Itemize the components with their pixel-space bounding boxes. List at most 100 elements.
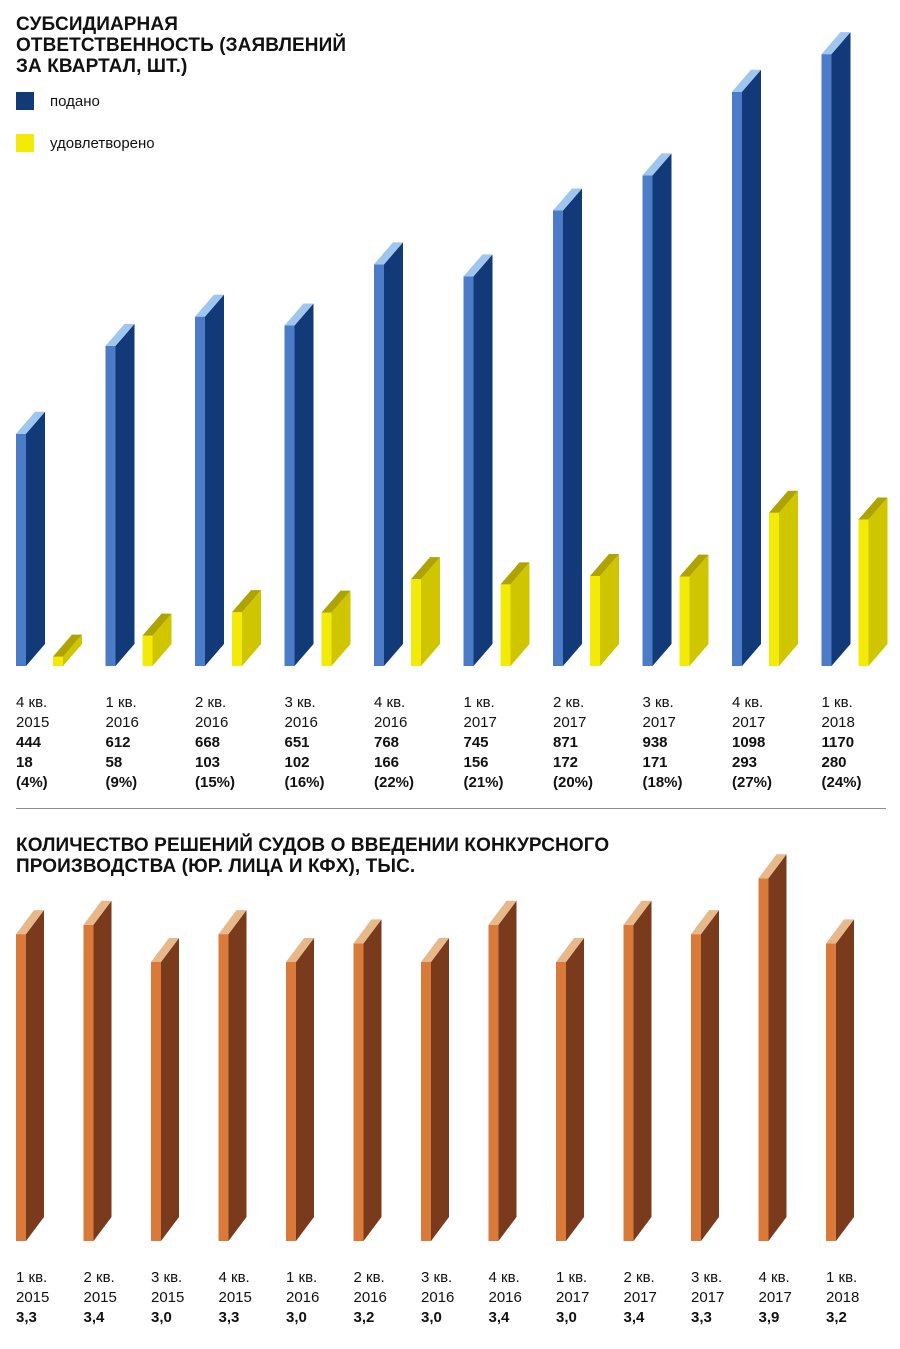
chart1-title-line: СУБСИДИАРНАЯ bbox=[16, 14, 178, 35]
bar-satisfied bbox=[53, 634, 82, 666]
bar-submitted-side bbox=[652, 153, 672, 666]
data-label-submitted: 612 bbox=[105, 734, 131, 751]
bar-satisfied-side bbox=[779, 490, 798, 666]
bar-court-decisions-front bbox=[421, 962, 431, 1241]
bar-satisfied bbox=[232, 590, 261, 666]
bar-court-decisions-side bbox=[296, 938, 314, 1241]
bar-satisfied-side bbox=[152, 613, 172, 666]
bar-court-decisions-front bbox=[16, 934, 26, 1241]
data-label-satisfied: 58 bbox=[105, 754, 123, 771]
data-label-submitted: 651 bbox=[284, 734, 310, 751]
bar-satisfied-front bbox=[142, 635, 153, 666]
data-label-value: 3,0 bbox=[556, 1309, 577, 1326]
bar-court-decisions-side bbox=[701, 910, 719, 1241]
bar-satisfied-front bbox=[321, 612, 332, 666]
tick-quarter: 1 кв. bbox=[286, 1269, 318, 1286]
tick-quarter: 2 кв. bbox=[553, 694, 585, 711]
x-label-group: 2 кв. 2017 3,4 bbox=[624, 1268, 657, 1328]
x-label-group: 2 кв. 2016 668 103 (15%) bbox=[195, 693, 235, 793]
bar-submitted-top bbox=[195, 294, 224, 317]
data-label-percent: (21%) bbox=[463, 774, 504, 791]
bar-court-decisions-top bbox=[556, 938, 584, 962]
tick-year: 2016 bbox=[353, 1289, 387, 1306]
data-label-value: 3,2 bbox=[826, 1309, 847, 1326]
data-label-submitted: 1170 bbox=[821, 734, 855, 751]
bar-court-decisions-side bbox=[93, 900, 112, 1241]
tick-quarter: 1 кв. bbox=[821, 694, 853, 711]
x-label-group: 4 кв. 2015 444 18 (4%) bbox=[16, 693, 49, 793]
x-label-group: 3 кв. 2015 3,0 bbox=[151, 1268, 184, 1328]
bar-submitted bbox=[284, 303, 314, 666]
bar-court-decisions-front bbox=[218, 934, 229, 1241]
tick-quarter: 2 кв. bbox=[353, 1269, 385, 1286]
bar-court-decisions bbox=[758, 854, 787, 1241]
tick-quarter: 1 кв. bbox=[16, 1269, 48, 1286]
x-label-group: 3 кв. 2017 938 171 (18%) bbox=[643, 693, 683, 793]
bar-submitted-front bbox=[284, 325, 295, 666]
bar-satisfied-front bbox=[769, 512, 779, 666]
bar-court-decisions-top bbox=[353, 919, 382, 944]
bar-submitted bbox=[16, 411, 45, 666]
bar-submitted-top bbox=[821, 32, 851, 55]
data-label-submitted: 1098 bbox=[732, 734, 766, 751]
data-label-value: 3,3 bbox=[691, 1309, 712, 1326]
data-label-submitted: 871 bbox=[553, 734, 579, 751]
x-label-group: 1 кв. 2016 3,0 bbox=[286, 1268, 319, 1328]
tick-year: 2016 bbox=[195, 714, 229, 731]
bar-court-decisions-front bbox=[286, 962, 296, 1241]
bar-satisfied-front bbox=[679, 576, 690, 666]
bar-submitted-side bbox=[384, 242, 403, 666]
bar-court-decisions bbox=[691, 910, 719, 1241]
tick-year: 2018 bbox=[826, 1289, 860, 1306]
tick-quarter: 4 кв. bbox=[218, 1269, 250, 1286]
section-divider bbox=[16, 808, 886, 809]
bar-submitted-side bbox=[831, 32, 851, 666]
bar-satisfied-front bbox=[500, 584, 511, 666]
data-label-value: 3,4 bbox=[623, 1309, 645, 1326]
bar-satisfied-side bbox=[63, 634, 82, 666]
tick-quarter: 4 кв. bbox=[758, 1269, 790, 1286]
data-label-percent: (20%) bbox=[553, 774, 594, 791]
bar-submitted bbox=[463, 254, 493, 667]
tick-year: 2017 bbox=[556, 1289, 590, 1306]
bar-court-decisions bbox=[556, 938, 584, 1241]
bar-submitted bbox=[195, 294, 224, 666]
bar-satisfied-top bbox=[142, 613, 172, 636]
bar-court-decisions bbox=[488, 900, 517, 1241]
x-label-group: 2 кв. 2015 3,4 bbox=[84, 1268, 117, 1328]
bar-satisfied-front bbox=[411, 579, 421, 666]
bar-court-decisions-top bbox=[16, 910, 44, 935]
tick-quarter: 1 кв. bbox=[556, 1269, 588, 1286]
x-label-group: 4 кв. 2016 768 166 (22%) bbox=[374, 693, 414, 793]
bar-submitted-side bbox=[563, 188, 582, 667]
data-label-satisfied: 18 bbox=[16, 754, 33, 771]
bar-satisfied bbox=[321, 590, 351, 666]
bar-submitted bbox=[553, 188, 582, 667]
bar-satisfied-front bbox=[590, 576, 600, 666]
bar-satisfied-side bbox=[689, 554, 709, 666]
data-label-percent: (16%) bbox=[284, 774, 325, 791]
bar-satisfied-top bbox=[321, 590, 351, 613]
tick-quarter: 3 кв. bbox=[691, 1269, 723, 1286]
tick-year: 2017 bbox=[732, 714, 766, 731]
data-label-satisfied: 280 bbox=[821, 754, 847, 771]
tick-year: 2016 bbox=[421, 1289, 455, 1306]
x-label-group: 4 кв. 2017 3,9 bbox=[759, 1268, 792, 1328]
legend-label-submitted: подано bbox=[50, 92, 100, 110]
tick-quarter: 4 кв. bbox=[374, 694, 406, 711]
bar-satisfied-side bbox=[600, 554, 619, 666]
x-label-group: 1 кв. 2017 745 156 (21%) bbox=[464, 693, 504, 793]
bar-court-decisions-side bbox=[161, 938, 179, 1241]
bar-satisfied bbox=[500, 562, 530, 666]
data-label-satisfied: 156 bbox=[463, 754, 489, 771]
bar-court-decisions-side bbox=[431, 938, 449, 1241]
bar-court-decisions-front bbox=[623, 924, 634, 1241]
data-label-percent: (27%) bbox=[732, 774, 773, 791]
legend-swatch-submitted bbox=[16, 92, 34, 110]
tick-year: 2016 bbox=[284, 714, 318, 731]
bar-submitted-side bbox=[115, 323, 135, 666]
bar-satisfied-top bbox=[769, 490, 798, 513]
data-label-value: 3,0 bbox=[151, 1309, 172, 1326]
bar-court-decisions-side bbox=[633, 900, 652, 1241]
bar-satisfied-front bbox=[53, 656, 63, 666]
